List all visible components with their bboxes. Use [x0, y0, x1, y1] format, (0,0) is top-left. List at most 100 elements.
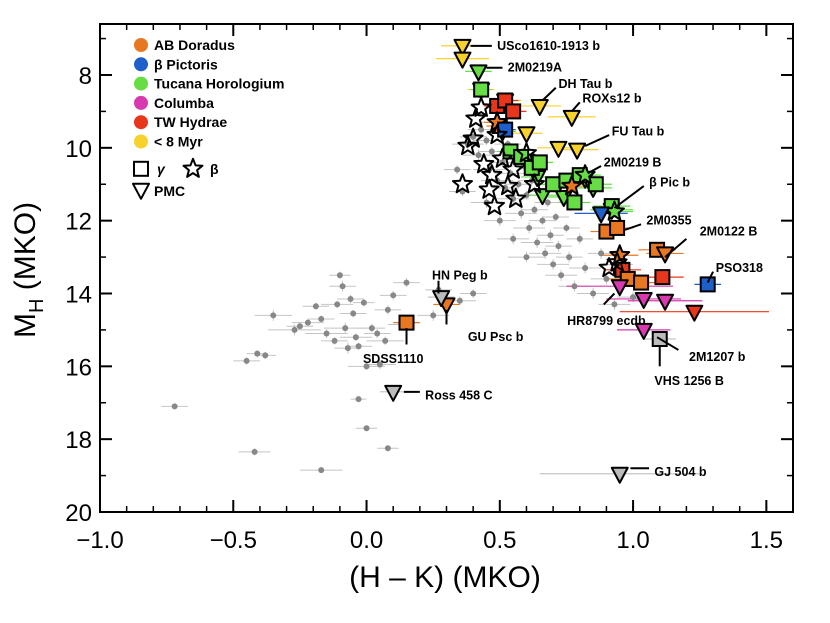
- data-point-triangle: [533, 188, 552, 206]
- field-dwarf-point: [342, 325, 349, 332]
- legend: AB Doradus β Pictoris Tucana Horologium Col…: [132, 37, 284, 200]
- field-dwarf-point: [478, 126, 485, 133]
- data-point-square: [699, 276, 716, 293]
- data-point-square: [633, 274, 650, 291]
- field-dwarf-point: [571, 283, 578, 290]
- data-point-star: [515, 142, 537, 163]
- field-dwarf-point: [582, 265, 589, 271]
- data-point-star: [486, 124, 508, 145]
- data-point-square: [545, 176, 562, 193]
- field-dwarf-point: [475, 152, 482, 159]
- data-point-star: [457, 135, 479, 156]
- field-dwarf-point: [526, 224, 533, 231]
- field-dwarf-point: [454, 166, 461, 173]
- annotation-label: HR8799 ecdb: [567, 314, 646, 328]
- field-dwarf-point: [171, 403, 178, 410]
- legend-swatch: [134, 134, 148, 149]
- data-point-triangle: [517, 126, 536, 144]
- field-dwarf-point: [254, 350, 261, 357]
- field-dwarf-point: [390, 292, 397, 299]
- legend-pmc-label: PMC: [154, 183, 185, 199]
- field-dwarf-point: [544, 199, 551, 206]
- y-tick-label: 16: [65, 354, 92, 381]
- field-dwarf-point: [334, 301, 341, 308]
- x-axis-label: (H – K) (MKO): [349, 561, 541, 594]
- data-point-star: [523, 173, 545, 194]
- data-point-star: [470, 96, 492, 117]
- legend-swatch: [134, 76, 148, 91]
- annotation-leader-line: [613, 185, 645, 209]
- field-dwarf-point: [496, 217, 503, 224]
- data-point-triangle: [634, 291, 653, 309]
- data-point-triangle: [634, 322, 653, 340]
- data-point-triangle: [432, 290, 451, 308]
- annotation-label: VHS 1256 B: [654, 374, 723, 388]
- field-dwarf-point: [470, 133, 477, 140]
- field-dwarf-point: [336, 272, 343, 279]
- field-dwarf-point: [384, 445, 391, 452]
- legend-gamma-label: γ: [157, 161, 166, 177]
- data-point-star: [451, 173, 473, 194]
- data-point-square: [497, 121, 514, 138]
- field-dwarf-point: [510, 235, 517, 242]
- legend-pmc-symbol: [132, 182, 150, 200]
- field-dwarf-point: [603, 275, 610, 282]
- field-dwarf-point: [312, 303, 319, 310]
- x-tick-label: 0.0: [350, 527, 383, 554]
- field-dwarf-point: [355, 343, 362, 350]
- y-tick-label: 12: [65, 209, 92, 236]
- x-tick-label: 1.5: [750, 527, 783, 554]
- data-point-triangle: [610, 279, 629, 297]
- data-point-triangle: [384, 384, 403, 402]
- data-point-star: [465, 107, 487, 128]
- annotation-label: SDSS1110: [363, 352, 424, 366]
- field-dwarf-point: [598, 250, 605, 257]
- data-point-star: [598, 257, 620, 278]
- data-point-star: [505, 187, 527, 208]
- field-dwarf-point: [566, 254, 573, 261]
- data-point-star: [497, 175, 519, 196]
- field-dwarf-point: [456, 297, 463, 304]
- data-point-star: [561, 175, 583, 196]
- x-tick-label: 1.0: [616, 527, 649, 554]
- field-dwarf-point: [550, 261, 557, 268]
- legend-label: < 8 Myr: [154, 134, 203, 150]
- field-dwarf-point: [243, 357, 250, 364]
- field-dwarf-point: [374, 330, 381, 337]
- field-dwarf-point: [488, 148, 495, 155]
- data-point-square: [654, 269, 671, 286]
- data-point-triangle: [592, 206, 611, 224]
- data-point-triangle: [568, 142, 587, 160]
- legend-swatch: [134, 95, 148, 110]
- annotation-label: 2M0122 B: [700, 225, 758, 239]
- legend-label: β Pictoris: [154, 56, 218, 72]
- annotation-label: GJ 504 b: [654, 465, 706, 479]
- annotation-label: Ross 458 C: [425, 388, 492, 402]
- field-dwarf-point: [563, 224, 570, 231]
- field-dwarf-point: [368, 325, 375, 332]
- data-point-square: [587, 176, 604, 193]
- annotation-label: GU Psc b: [468, 330, 524, 344]
- data-point-triangle: [656, 293, 675, 311]
- field-dwarf-point: [483, 137, 490, 144]
- annotation-leader-line: [656, 336, 679, 351]
- data-point-star: [502, 158, 524, 179]
- field-dwarf-point: [576, 235, 583, 242]
- data-point-star: [462, 127, 484, 148]
- data-series: [384, 38, 716, 484]
- field-dwarf-point: [552, 214, 559, 221]
- data-point-square: [531, 154, 548, 171]
- x-tick-label: 0.5: [483, 527, 516, 554]
- field-dwarf-point: [611, 301, 618, 308]
- data-point-triangle: [549, 140, 568, 158]
- legend-label: Tucana Horologium: [154, 76, 284, 92]
- y-tick-label: 18: [65, 427, 92, 454]
- field-dwarf-point: [403, 279, 410, 286]
- annotation-label: PSO318: [716, 261, 763, 275]
- legend-label: Columba: [154, 95, 214, 111]
- field-dwarf-point: [542, 250, 549, 257]
- field-dwarf-point: [355, 396, 362, 403]
- field-dwarf-point: [376, 361, 383, 368]
- x-tick-label: −0.5: [210, 527, 257, 554]
- y-tick-label: 8: [79, 63, 92, 90]
